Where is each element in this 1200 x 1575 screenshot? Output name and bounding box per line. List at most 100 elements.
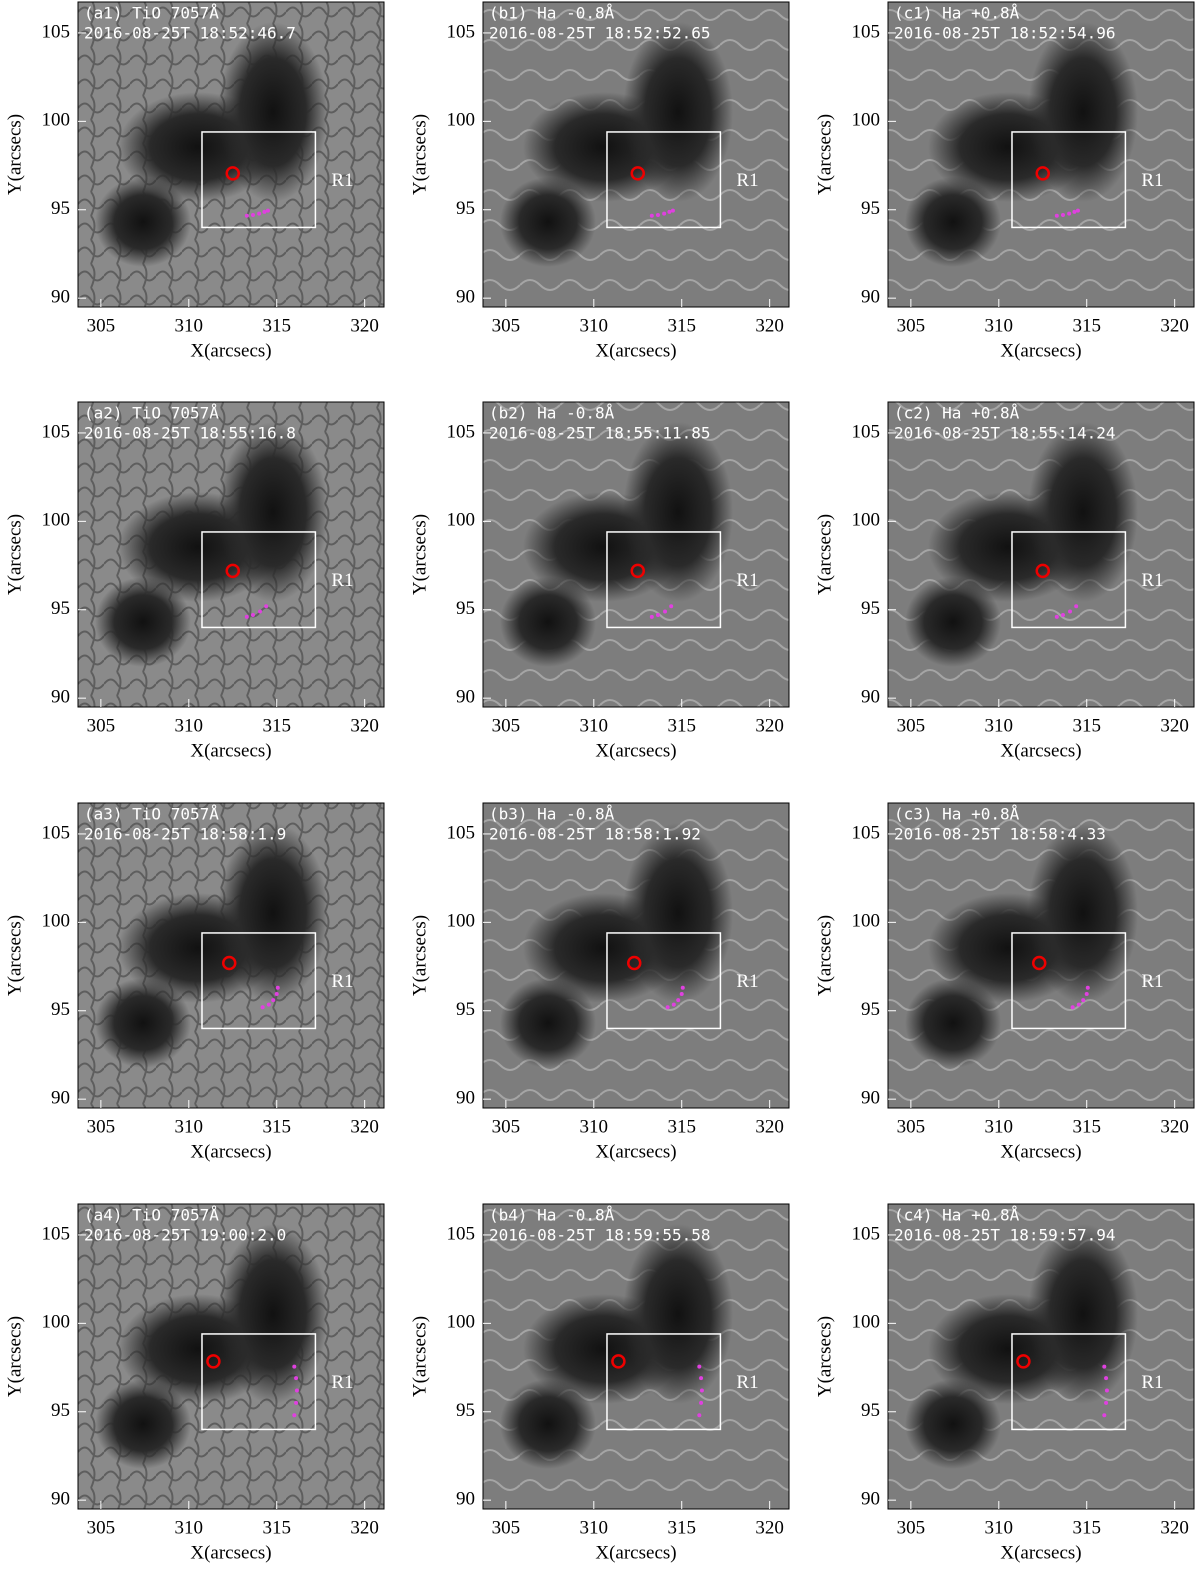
pore [905, 978, 1001, 1068]
trajectory-point [244, 614, 249, 619]
x-tick-label: 320 [1160, 315, 1189, 336]
x-tick-label: 315 [262, 1116, 291, 1137]
y-tick-label: 100 [852, 110, 881, 131]
sunspot [623, 22, 733, 202]
region-box [606, 1333, 722, 1431]
y-tick-label: 95 [51, 598, 70, 619]
x-tick-label: 305 [492, 1517, 521, 1538]
trajectory-point [671, 1002, 676, 1007]
solar-image [78, 1204, 384, 1509]
trajectory-point [294, 1388, 299, 1393]
trajectory-point [699, 1388, 704, 1393]
sunspot [1028, 422, 1138, 602]
marker-circle [1016, 1354, 1031, 1369]
y-tick-label: 95 [861, 999, 880, 1020]
y-axis-label: Y(arcsecs) [4, 514, 25, 595]
sunspot [218, 22, 328, 202]
panel: 305 310 315 320 90 95 100 105 X(arcsecs) Y(arcsec… [409, 1203, 790, 1563]
solar-image [483, 402, 789, 707]
region-label: R1 [331, 971, 353, 992]
trajectory-point [1102, 1364, 1107, 1369]
pore [500, 577, 596, 667]
trajectory-point [1085, 985, 1090, 990]
trajectory-point [250, 613, 255, 618]
y-axis-label: Y(arcsecs) [4, 1316, 25, 1397]
trajectory-point [1054, 213, 1059, 218]
marker-circle [611, 1354, 626, 1369]
x-tick-label: 305 [87, 1517, 116, 1538]
y-axis-label: Y(arcsecs) [409, 514, 430, 595]
trajectory-point [265, 208, 270, 213]
trajectory-point [1076, 1002, 1081, 1007]
trajectory-point [1067, 211, 1072, 216]
x-tick-label: 320 [755, 1116, 784, 1137]
y-tick-label: 95 [456, 1400, 475, 1421]
x-tick-label: 315 [262, 715, 291, 736]
solar-image [483, 1204, 789, 1509]
panel-title: (c4) Ha +0.8Å [894, 1206, 1020, 1225]
trajectory-point [662, 211, 667, 216]
y-tick-label: 90 [51, 287, 70, 308]
panel: 305 310 315 320 90 95 100 105 X(arcsecs) Y(arcsec… [4, 802, 385, 1162]
sunspot [218, 823, 328, 1003]
pore [95, 577, 191, 667]
region-label: R1 [736, 170, 758, 191]
trajectory-point [655, 613, 660, 618]
y-tick-label: 90 [861, 1489, 880, 1510]
pore [95, 978, 191, 1068]
panel: 305 310 315 320 90 95 100 105 X(arcsecs) Y(arcsec… [814, 1, 1195, 361]
panel-timestamp: 2016-08-25T 18:59:55.58 [489, 1226, 711, 1245]
y-tick-label: 100 [447, 911, 476, 932]
sunspot [623, 1224, 733, 1404]
trajectory-point [1060, 613, 1065, 618]
y-axis-label: Y(arcsecs) [814, 1316, 835, 1397]
region-box [201, 1333, 317, 1431]
y-tick-label: 105 [852, 421, 881, 442]
y-tick-label: 105 [447, 822, 476, 843]
x-tick-label: 315 [667, 1116, 696, 1137]
x-tick-label: 320 [350, 315, 379, 336]
x-tick-label: 315 [1072, 1517, 1101, 1538]
marker-circle [225, 166, 241, 181]
x-tick-label: 305 [492, 1116, 521, 1137]
panel-title: (b4) Ha -0.8Å [489, 1206, 615, 1225]
y-tick-label: 100 [447, 510, 476, 531]
region-box [606, 932, 722, 1030]
sunspot [1028, 22, 1138, 202]
x-tick-label: 310 [175, 1116, 204, 1137]
panel-title: (a4) TiO 7057Å [84, 1206, 219, 1225]
trajectory-point [1070, 1005, 1075, 1010]
x-axis-label: X(arcsecs) [1000, 740, 1081, 761]
trajectory-point [1102, 1413, 1107, 1418]
x-tick-label: 315 [1072, 715, 1101, 736]
trajectory-point [244, 213, 249, 218]
panel-timestamp: 2016-08-25T 18:59:57.94 [894, 1226, 1116, 1245]
panel: 305 310 315 320 90 95 100 105 X(arcsecs) Y(arcsec… [4, 1, 385, 361]
y-tick-label: 100 [42, 510, 71, 531]
trajectory-point [663, 609, 668, 614]
x-tick-label: 305 [897, 715, 926, 736]
trajectory-point [1054, 614, 1059, 619]
y-tick-label: 90 [861, 287, 880, 308]
y-axis-label: Y(arcsecs) [814, 514, 835, 595]
panel-title: (b3) Ha -0.8Å [489, 805, 615, 824]
x-tick-label: 305 [492, 315, 521, 336]
region-box [201, 932, 317, 1030]
x-tick-label: 305 [897, 1517, 926, 1538]
axes-frame [77, 802, 385, 1109]
panel: 305 310 315 320 90 95 100 105 X(arcsecs) Y(arcsec… [409, 802, 790, 1162]
trajectory-point [679, 991, 684, 996]
trajectory-point [649, 614, 654, 619]
solar-image [888, 402, 1194, 707]
y-tick-label: 105 [852, 822, 881, 843]
marker-circle [1031, 955, 1047, 971]
y-tick-label: 95 [51, 999, 70, 1020]
trajectory-point [266, 1002, 271, 1007]
y-tick-label: 95 [861, 598, 880, 619]
solar-image [78, 402, 384, 707]
x-axis-label: X(arcsecs) [190, 1542, 271, 1563]
trajectory-point [676, 998, 681, 1003]
y-axis-label: Y(arcsecs) [409, 114, 430, 195]
x-tick-label: 320 [755, 1517, 784, 1538]
